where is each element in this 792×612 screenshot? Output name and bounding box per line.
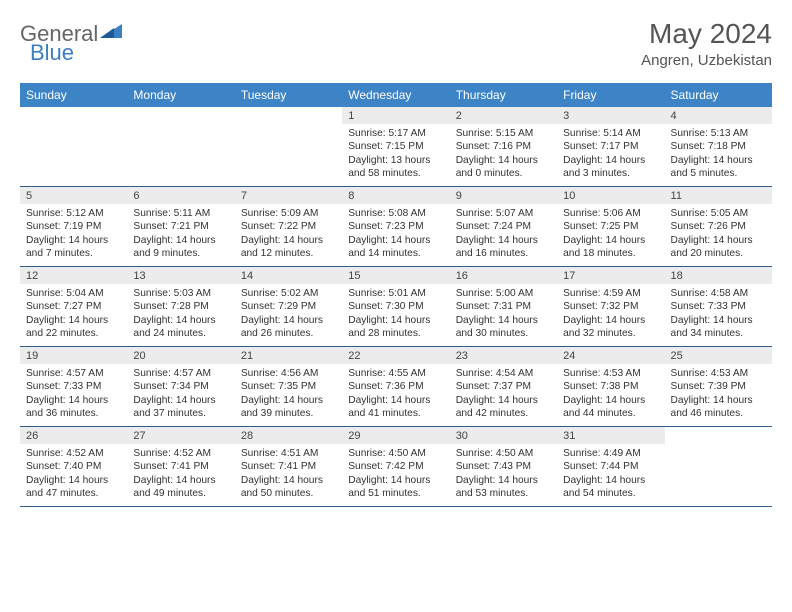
day-detail-row: Sunrise: 5:12 AMSunset: 7:19 PMDaylight:… bbox=[20, 204, 772, 267]
day-detail-cell: Sunrise: 4:50 AMSunset: 7:43 PMDaylight:… bbox=[450, 444, 557, 507]
logo-triangle-icon bbox=[100, 18, 122, 44]
logo-text-2: Blue bbox=[30, 40, 74, 66]
day-detail-cell: Sunrise: 4:51 AMSunset: 7:41 PMDaylight:… bbox=[235, 444, 342, 507]
day-detail-cell: Sunrise: 5:09 AMSunset: 7:22 PMDaylight:… bbox=[235, 204, 342, 267]
day-number-cell: 28 bbox=[235, 427, 342, 445]
day-detail-cell: Sunrise: 4:58 AMSunset: 7:33 PMDaylight:… bbox=[665, 284, 772, 347]
day-number-cell: 30 bbox=[450, 427, 557, 445]
day-detail-cell bbox=[235, 124, 342, 187]
day-detail-cell: Sunrise: 5:12 AMSunset: 7:19 PMDaylight:… bbox=[20, 204, 127, 267]
day-detail-cell: Sunrise: 4:53 AMSunset: 7:39 PMDaylight:… bbox=[665, 364, 772, 427]
day-detail-cell: Sunrise: 5:04 AMSunset: 7:27 PMDaylight:… bbox=[20, 284, 127, 347]
day-number-cell: 31 bbox=[557, 427, 664, 445]
day-detail-cell bbox=[665, 444, 772, 507]
day-number-cell: 18 bbox=[665, 267, 772, 285]
day-number-cell: 7 bbox=[235, 187, 342, 205]
day-number-cell: 20 bbox=[127, 347, 234, 365]
day-detail-cell: Sunrise: 4:59 AMSunset: 7:32 PMDaylight:… bbox=[557, 284, 664, 347]
day-detail-cell: Sunrise: 5:07 AMSunset: 7:24 PMDaylight:… bbox=[450, 204, 557, 267]
day-detail-cell bbox=[127, 124, 234, 187]
day-detail-cell: Sunrise: 4:53 AMSunset: 7:38 PMDaylight:… bbox=[557, 364, 664, 427]
day-detail-cell: Sunrise: 5:13 AMSunset: 7:18 PMDaylight:… bbox=[665, 124, 772, 187]
day-detail-cell: Sunrise: 5:01 AMSunset: 7:30 PMDaylight:… bbox=[342, 284, 449, 347]
day-header-row: SundayMondayTuesdayWednesdayThursdayFrid… bbox=[20, 83, 772, 107]
day-number-cell: 24 bbox=[557, 347, 664, 365]
day-header: Thursday bbox=[450, 83, 557, 107]
day-detail-row: Sunrise: 5:17 AMSunset: 7:15 PMDaylight:… bbox=[20, 124, 772, 187]
day-detail-cell: Sunrise: 5:11 AMSunset: 7:21 PMDaylight:… bbox=[127, 204, 234, 267]
day-detail-cell: Sunrise: 5:08 AMSunset: 7:23 PMDaylight:… bbox=[342, 204, 449, 267]
day-number-cell: 26 bbox=[20, 427, 127, 445]
day-number-row: 1234 bbox=[20, 107, 772, 124]
day-detail-row: Sunrise: 5:04 AMSunset: 7:27 PMDaylight:… bbox=[20, 284, 772, 347]
day-detail-cell: Sunrise: 4:52 AMSunset: 7:41 PMDaylight:… bbox=[127, 444, 234, 507]
day-detail-cell: Sunrise: 4:57 AMSunset: 7:33 PMDaylight:… bbox=[20, 364, 127, 427]
day-number-cell: 17 bbox=[557, 267, 664, 285]
day-header: Friday bbox=[557, 83, 664, 107]
day-number-cell bbox=[235, 107, 342, 124]
day-header: Sunday bbox=[20, 83, 127, 107]
month-title: May 2024 bbox=[641, 18, 772, 50]
day-number-cell: 6 bbox=[127, 187, 234, 205]
day-detail-cell: Sunrise: 5:02 AMSunset: 7:29 PMDaylight:… bbox=[235, 284, 342, 347]
day-number-cell: 3 bbox=[557, 107, 664, 124]
day-header: Monday bbox=[127, 83, 234, 107]
day-number-cell: 19 bbox=[20, 347, 127, 365]
calendar-table: SundayMondayTuesdayWednesdayThursdayFrid… bbox=[20, 83, 772, 507]
day-number-cell: 21 bbox=[235, 347, 342, 365]
day-detail-cell: Sunrise: 5:14 AMSunset: 7:17 PMDaylight:… bbox=[557, 124, 664, 187]
day-detail-cell: Sunrise: 4:52 AMSunset: 7:40 PMDaylight:… bbox=[20, 444, 127, 507]
day-detail-cell bbox=[20, 124, 127, 187]
day-header: Wednesday bbox=[342, 83, 449, 107]
day-detail-cell: Sunrise: 5:15 AMSunset: 7:16 PMDaylight:… bbox=[450, 124, 557, 187]
day-number-cell bbox=[127, 107, 234, 124]
day-number-cell: 16 bbox=[450, 267, 557, 285]
day-detail-cell: Sunrise: 4:54 AMSunset: 7:37 PMDaylight:… bbox=[450, 364, 557, 427]
day-number-cell: 27 bbox=[127, 427, 234, 445]
day-number-cell: 25 bbox=[665, 347, 772, 365]
day-number-row: 19202122232425 bbox=[20, 347, 772, 365]
day-detail-cell: Sunrise: 4:56 AMSunset: 7:35 PMDaylight:… bbox=[235, 364, 342, 427]
day-detail-cell: Sunrise: 4:49 AMSunset: 7:44 PMDaylight:… bbox=[557, 444, 664, 507]
day-detail-cell: Sunrise: 5:06 AMSunset: 7:25 PMDaylight:… bbox=[557, 204, 664, 267]
day-detail-cell: Sunrise: 5:03 AMSunset: 7:28 PMDaylight:… bbox=[127, 284, 234, 347]
day-number-cell: 9 bbox=[450, 187, 557, 205]
day-detail-cell: Sunrise: 4:50 AMSunset: 7:42 PMDaylight:… bbox=[342, 444, 449, 507]
day-detail-cell: Sunrise: 5:00 AMSunset: 7:31 PMDaylight:… bbox=[450, 284, 557, 347]
day-number-cell: 5 bbox=[20, 187, 127, 205]
day-detail-cell: Sunrise: 4:57 AMSunset: 7:34 PMDaylight:… bbox=[127, 364, 234, 427]
day-number-cell: 29 bbox=[342, 427, 449, 445]
day-number-cell: 12 bbox=[20, 267, 127, 285]
day-number-cell bbox=[665, 427, 772, 445]
day-number-row: 12131415161718 bbox=[20, 267, 772, 285]
location-label: Angren, Uzbekistan bbox=[641, 52, 772, 69]
day-number-cell: 4 bbox=[665, 107, 772, 124]
day-header: Saturday bbox=[665, 83, 772, 107]
day-detail-row: Sunrise: 4:52 AMSunset: 7:40 PMDaylight:… bbox=[20, 444, 772, 507]
day-number-cell: 2 bbox=[450, 107, 557, 124]
day-number-cell: 10 bbox=[557, 187, 664, 205]
day-number-cell: 22 bbox=[342, 347, 449, 365]
day-number-cell bbox=[20, 107, 127, 124]
day-header: Tuesday bbox=[235, 83, 342, 107]
day-number-row: 567891011 bbox=[20, 187, 772, 205]
day-number-cell: 13 bbox=[127, 267, 234, 285]
header: General May 2024 Angren, Uzbekistan bbox=[20, 18, 772, 69]
day-number-cell: 14 bbox=[235, 267, 342, 285]
day-number-cell: 23 bbox=[450, 347, 557, 365]
day-detail-row: Sunrise: 4:57 AMSunset: 7:33 PMDaylight:… bbox=[20, 364, 772, 427]
title-block: May 2024 Angren, Uzbekistan bbox=[641, 18, 772, 69]
day-number-cell: 8 bbox=[342, 187, 449, 205]
day-number-cell: 15 bbox=[342, 267, 449, 285]
day-detail-cell: Sunrise: 5:05 AMSunset: 7:26 PMDaylight:… bbox=[665, 204, 772, 267]
day-number-cell: 1 bbox=[342, 107, 449, 124]
day-detail-cell: Sunrise: 4:55 AMSunset: 7:36 PMDaylight:… bbox=[342, 364, 449, 427]
day-number-cell: 11 bbox=[665, 187, 772, 205]
day-detail-cell: Sunrise: 5:17 AMSunset: 7:15 PMDaylight:… bbox=[342, 124, 449, 187]
day-number-row: 262728293031 bbox=[20, 427, 772, 445]
